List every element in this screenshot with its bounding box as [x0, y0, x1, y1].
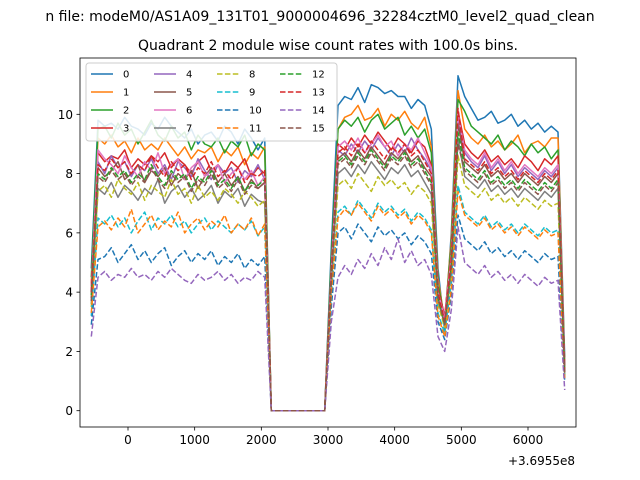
legend-label-6: 6 [186, 106, 192, 117]
y-tick-label: 6 [65, 226, 73, 240]
series-line-2 [90, 98, 566, 412]
chart-title: Quadrant 2 module wise count rates with … [138, 38, 518, 54]
x-tick-label: 3000 [313, 433, 344, 447]
legend-box [85, 62, 338, 142]
y-tick-label: 0 [65, 404, 73, 418]
figure-suptitle: n file: modeM0/AS1A09_131T01_9000004696_… [45, 9, 594, 25]
legend-label-14: 14 [312, 106, 325, 117]
legend-label-12: 12 [312, 70, 325, 81]
y-tick-label: 4 [65, 286, 73, 300]
x-tick-label: 4000 [379, 433, 410, 447]
legend-label-7: 7 [186, 124, 192, 135]
series-line-11 [90, 190, 566, 412]
y-axis: 0 2 4 6 8 10 [58, 108, 80, 418]
legend-label-0: 0 [123, 70, 129, 81]
x-offset-label: +3.6955e8 [508, 454, 575, 468]
legend-label-8: 8 [249, 70, 255, 81]
y-tick-label: 2 [65, 345, 73, 359]
x-tick-label: 2000 [246, 433, 277, 447]
y-tick-label: 10 [58, 108, 73, 122]
legend-label-9: 9 [249, 88, 255, 99]
legend-label-11: 11 [249, 124, 262, 135]
legend-label-1: 1 [123, 88, 129, 99]
legend-label-13: 13 [312, 88, 325, 99]
series-line-14 [90, 226, 566, 412]
legend-label-2: 2 [123, 106, 129, 117]
x-axis: 0 1000 2000 3000 4000 5000 6000 [124, 427, 543, 447]
x-tick-label: 1000 [179, 433, 210, 447]
legend-label-3: 3 [123, 124, 129, 135]
x-tick-label: 6000 [513, 433, 544, 447]
x-tick-label: 5000 [446, 433, 477, 447]
legend-label-5: 5 [186, 88, 192, 99]
y-tick-label: 8 [65, 167, 73, 181]
legend-label-4: 4 [186, 70, 192, 81]
series-line-15 [90, 143, 566, 412]
series-line-9 [90, 184, 566, 412]
legend-label-15: 15 [312, 124, 325, 135]
legend-label-10: 10 [249, 106, 262, 117]
x-tick-label: 0 [124, 433, 132, 447]
